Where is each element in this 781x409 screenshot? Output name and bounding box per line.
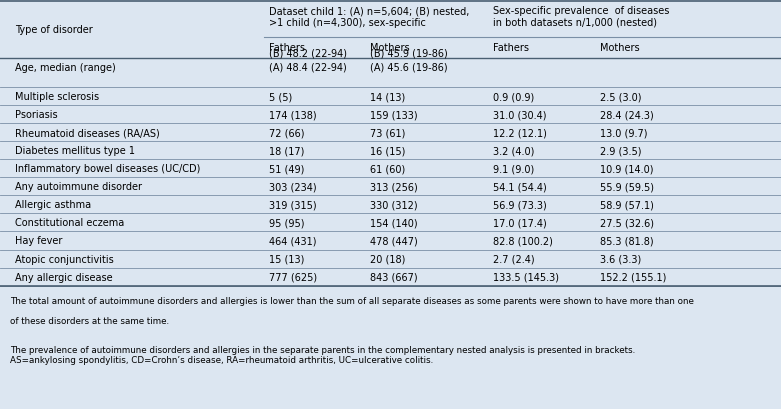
Text: Multiple sclerosis: Multiple sclerosis: [15, 92, 99, 102]
Text: 464 (431): 464 (431): [269, 236, 316, 246]
Text: 777 (625): 777 (625): [269, 272, 317, 282]
Text: 16 (15): 16 (15): [370, 146, 405, 156]
Text: Inflammatory bowel diseases (UC/CD): Inflammatory bowel diseases (UC/CD): [15, 164, 200, 174]
Text: 51 (49): 51 (49): [269, 164, 304, 174]
Text: 2.5 (3.0): 2.5 (3.0): [600, 92, 641, 102]
Text: 133.5 (145.3): 133.5 (145.3): [493, 272, 559, 282]
Text: 152.2 (155.1): 152.2 (155.1): [600, 272, 666, 282]
Text: Type of disorder: Type of disorder: [15, 25, 93, 35]
Text: of these disorders at the same time.: of these disorders at the same time.: [10, 316, 169, 325]
Text: 3.6 (3.3): 3.6 (3.3): [600, 254, 641, 264]
Text: Psoriasis: Psoriasis: [15, 110, 58, 120]
Text: 17.0 (17.4): 17.0 (17.4): [493, 218, 547, 228]
Text: 27.5 (32.6): 27.5 (32.6): [600, 218, 654, 228]
Text: 54.1 (54.4): 54.1 (54.4): [493, 182, 547, 192]
Text: 843 (667): 843 (667): [370, 272, 418, 282]
Text: 319 (315): 319 (315): [269, 200, 316, 210]
Text: The prevalence of autoimmune disorders and allergies in the separate parents in : The prevalence of autoimmune disorders a…: [10, 346, 636, 355]
Text: Any autoimmune disorder: Any autoimmune disorder: [15, 182, 142, 192]
Text: 12.2 (12.1): 12.2 (12.1): [493, 128, 547, 138]
Text: The total amount of autoimmune disorders and allergies is lower than the sum of : The total amount of autoimmune disorders…: [10, 296, 694, 305]
Text: (B) 48.2 (22-94): (B) 48.2 (22-94): [269, 48, 347, 58]
Text: (A) 45.6 (19-86): (A) 45.6 (19-86): [370, 63, 448, 72]
Text: Mothers: Mothers: [370, 43, 410, 53]
Text: Fathers: Fathers: [493, 43, 529, 53]
Text: Dataset child 1: (A) n=5,604; (B) nested,
>1 child (n=4,300), sex-specific: Dataset child 1: (A) n=5,604; (B) nested…: [269, 6, 469, 28]
Text: 13.0 (9.7): 13.0 (9.7): [600, 128, 647, 138]
Text: 61 (60): 61 (60): [370, 164, 405, 174]
Text: Rheumatoid diseases (RA/AS): Rheumatoid diseases (RA/AS): [15, 128, 159, 138]
Text: 85.3 (81.8): 85.3 (81.8): [600, 236, 654, 246]
Text: 303 (234): 303 (234): [269, 182, 316, 192]
Text: 174 (138): 174 (138): [269, 110, 316, 120]
Text: 18 (17): 18 (17): [269, 146, 304, 156]
Text: 56.9 (73.3): 56.9 (73.3): [493, 200, 547, 210]
Text: Hay fever: Hay fever: [15, 236, 62, 246]
Text: (A) 48.4 (22-94): (A) 48.4 (22-94): [269, 63, 347, 72]
Text: Mothers: Mothers: [600, 43, 640, 53]
Text: Any allergic disease: Any allergic disease: [15, 272, 112, 282]
Text: 159 (133): 159 (133): [370, 110, 418, 120]
Text: 58.9 (57.1): 58.9 (57.1): [600, 200, 654, 210]
Text: Atopic conjunctivitis: Atopic conjunctivitis: [15, 254, 113, 264]
Text: 2.9 (3.5): 2.9 (3.5): [600, 146, 641, 156]
Text: Allergic asthma: Allergic asthma: [15, 200, 91, 210]
Text: 5 (5): 5 (5): [269, 92, 292, 102]
Text: 14 (13): 14 (13): [370, 92, 405, 102]
Text: 15 (13): 15 (13): [269, 254, 304, 264]
Text: 10.9 (14.0): 10.9 (14.0): [600, 164, 654, 174]
Text: 55.9 (59.5): 55.9 (59.5): [600, 182, 654, 192]
Text: Fathers: Fathers: [269, 43, 305, 53]
Text: 28.4 (24.3): 28.4 (24.3): [600, 110, 654, 120]
Text: 9.1 (9.0): 9.1 (9.0): [493, 164, 534, 174]
Text: 3.2 (4.0): 3.2 (4.0): [493, 146, 534, 156]
Text: 72 (66): 72 (66): [269, 128, 304, 138]
Text: 73 (61): 73 (61): [370, 128, 405, 138]
Text: AS=ankylosing spondylitis, CD=Crohn’s disease, RA=rheumatoid arthritis, UC=ulcer: AS=ankylosing spondylitis, CD=Crohn’s di…: [10, 355, 433, 364]
Text: Age, median (range): Age, median (range): [15, 63, 116, 72]
Text: Diabetes mellitus type 1: Diabetes mellitus type 1: [15, 146, 135, 156]
Text: 330 (312): 330 (312): [370, 200, 418, 210]
Text: Sex-specific prevalence  of diseases
in both datasets n/1,000 (nested): Sex-specific prevalence of diseases in b…: [493, 6, 669, 28]
Text: 95 (95): 95 (95): [269, 218, 304, 228]
Text: 82.8 (100.2): 82.8 (100.2): [493, 236, 553, 246]
Text: (B) 45.9 (19-86): (B) 45.9 (19-86): [370, 48, 448, 58]
Text: Constitutional eczema: Constitutional eczema: [15, 218, 124, 228]
Text: 313 (256): 313 (256): [370, 182, 418, 192]
Text: 478 (447): 478 (447): [370, 236, 418, 246]
Text: 2.7 (2.4): 2.7 (2.4): [493, 254, 534, 264]
Text: 154 (140): 154 (140): [370, 218, 418, 228]
Text: 20 (18): 20 (18): [370, 254, 405, 264]
Text: 0.9 (0.9): 0.9 (0.9): [493, 92, 534, 102]
Text: 31.0 (30.4): 31.0 (30.4): [493, 110, 547, 120]
